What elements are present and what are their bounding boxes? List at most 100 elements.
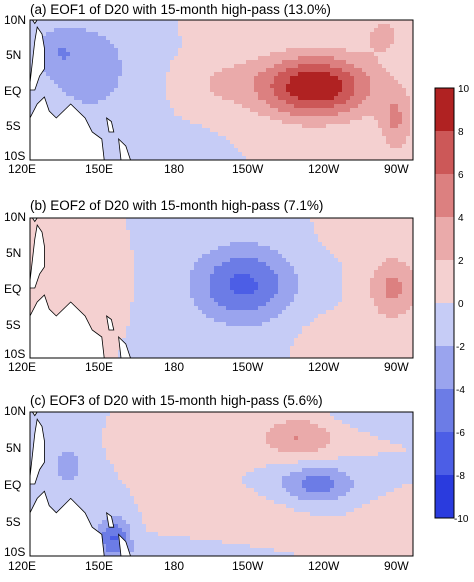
panel-a-cell — [78, 84, 83, 89]
panel-a-cell — [182, 120, 187, 125]
panel-b-cell — [130, 270, 135, 275]
panel-b-cell — [230, 238, 235, 243]
panel-b-cell — [30, 250, 35, 255]
panel-a-cell — [382, 80, 387, 85]
panel-a-cell — [234, 68, 239, 73]
panel-a-cell — [350, 128, 355, 133]
panel-a-cell — [246, 108, 251, 113]
panel-a-cell — [214, 36, 219, 41]
panel-a-cell — [362, 96, 367, 101]
panel-a-cell — [398, 136, 403, 141]
panel-a-cell — [146, 56, 151, 61]
panel-a-cell — [138, 76, 143, 81]
panel-a-cell — [394, 136, 399, 141]
panel-a-cell — [170, 88, 175, 93]
panel-a-cell — [46, 44, 51, 49]
panel-a-cell — [222, 40, 227, 45]
panel-a-cell — [214, 144, 219, 149]
panel-b-cell — [346, 250, 351, 255]
panel-a-cell — [334, 112, 339, 117]
panel-a-cell — [238, 96, 243, 101]
panel-b-cell — [394, 250, 399, 255]
panel-b-cell — [190, 262, 195, 267]
panel-a-cell — [202, 148, 207, 153]
panel-a-cell — [378, 104, 383, 109]
panel-b-cell — [90, 226, 95, 231]
panel-a-cell — [238, 36, 243, 41]
panel-a-cell — [166, 120, 171, 125]
panel-b-cell — [78, 230, 83, 235]
panel-b-cell — [202, 262, 207, 267]
panel-a-cell — [194, 104, 199, 109]
panel-a-cell — [258, 76, 263, 81]
panel-a-cell — [206, 40, 211, 45]
panel-a-cell — [54, 56, 59, 61]
panel-b-cell — [94, 274, 99, 279]
panel-a-cell — [118, 88, 123, 93]
panel-a-cell — [354, 92, 359, 97]
panel-a-cell — [326, 68, 331, 73]
panel-a-cell — [246, 44, 251, 49]
panel-b-cell — [86, 262, 91, 267]
panel-a-cell — [146, 144, 151, 149]
panel-a-cell — [322, 92, 327, 97]
panel-a-cell — [178, 148, 183, 153]
panel-a-cell — [130, 92, 135, 97]
panel-b-cell — [194, 266, 199, 271]
panel-a-cell — [258, 56, 263, 61]
panel-b-cell — [90, 246, 95, 251]
panel-b-cell — [242, 270, 247, 275]
panel-a-cell — [150, 36, 155, 41]
panel-b-cell — [254, 234, 259, 239]
panel-a-cell — [382, 44, 387, 49]
panel-b-cell — [138, 262, 143, 267]
panel-a-cell — [370, 116, 375, 121]
panel-b-cell — [198, 242, 203, 247]
panel-b-cell — [158, 262, 163, 267]
panel-b-cell — [410, 246, 413, 251]
panel-a-cell — [342, 108, 347, 113]
panel-b-cell — [66, 254, 71, 259]
panel-a-cell — [174, 108, 179, 113]
panel-b-cell — [122, 218, 127, 223]
panel-a-cell — [238, 80, 243, 85]
panel-b-cell — [142, 274, 147, 279]
panel-a-cell — [182, 48, 187, 53]
panel-a-cell — [30, 104, 35, 109]
panel-b-cell — [134, 258, 139, 263]
panel-a-cell — [90, 36, 95, 41]
panel-b-cell — [354, 242, 359, 247]
panel-a-cell — [342, 92, 347, 97]
panel-a-cell — [46, 40, 51, 45]
panel-b-cell — [206, 222, 211, 227]
panel-b-cell — [250, 258, 255, 263]
panel-b-cell — [266, 246, 271, 251]
panel-a-cell — [186, 128, 191, 133]
panel-b-cell — [274, 246, 279, 251]
panel-b-cell — [298, 258, 303, 263]
panel-a-cell — [254, 80, 259, 85]
panel-b-cell — [46, 218, 51, 223]
panel-a-cell — [278, 136, 283, 141]
panel-a-cell — [350, 20, 355, 25]
panel-a-cell — [374, 152, 379, 157]
panel-a-cell — [394, 108, 399, 113]
panel-a-cell — [234, 140, 239, 145]
panel-a-cell — [214, 56, 219, 61]
panel-a-cell — [322, 36, 327, 41]
panel-b-cell — [306, 230, 311, 235]
panel-a-cell — [370, 64, 375, 69]
panel-a-cell — [102, 52, 107, 57]
panel-a-cell — [90, 60, 95, 65]
panel-a-cell — [346, 156, 351, 160]
panel-a-cell — [258, 48, 263, 53]
panel-a-cell — [350, 148, 355, 153]
panel-b-cell — [294, 278, 299, 283]
panel-a-cell — [158, 136, 163, 141]
panel-a-cell — [262, 44, 267, 49]
panel-b-cell — [378, 250, 383, 255]
panel-a-cell — [286, 24, 291, 29]
panel-a-cell — [86, 56, 91, 61]
panel-b-cell — [234, 238, 239, 243]
panel-a-cell — [282, 80, 287, 85]
